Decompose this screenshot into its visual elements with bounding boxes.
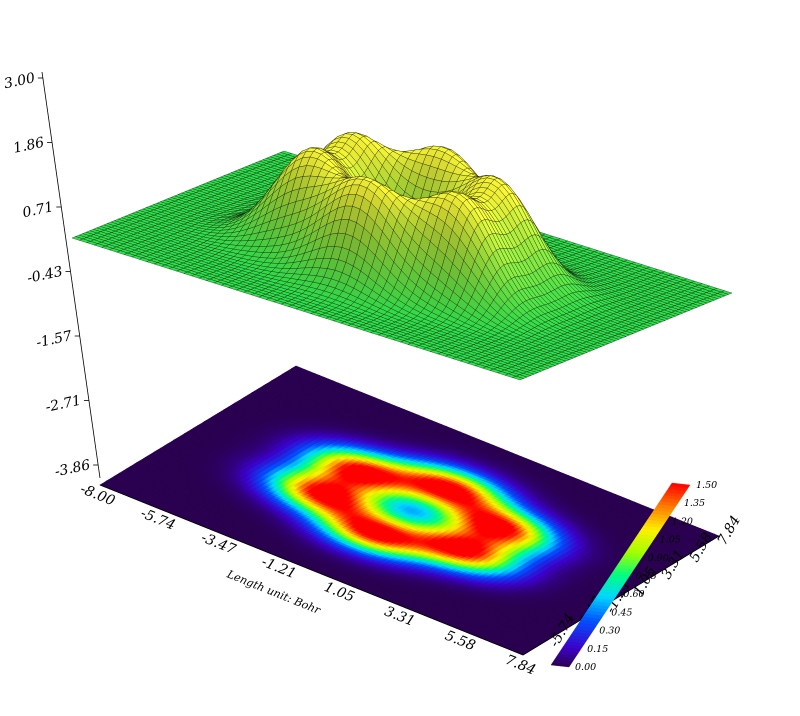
projected-heatmap: [99, 365, 720, 656]
